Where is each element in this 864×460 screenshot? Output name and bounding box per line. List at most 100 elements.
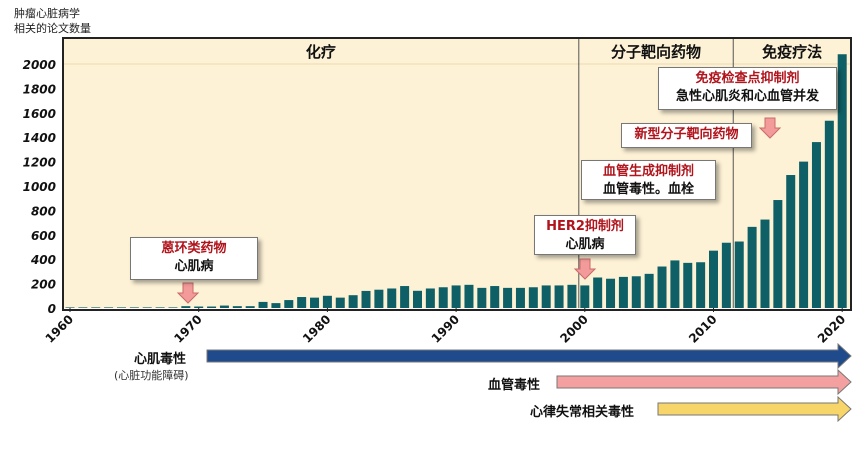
callout-angiogenesis: 血管生成抑制剂 血管毒性。血栓 [581, 160, 716, 200]
callout-title: 免疫检查点抑制剂 [695, 71, 800, 86]
tox-label-arrhythmia: 心律失常相关毒性 [530, 405, 635, 420]
bar-1991 [464, 284, 474, 308]
plot-frame [62, 37, 852, 311]
era-label: 分子靶向药物 [611, 43, 701, 61]
bar-1998 [554, 285, 564, 308]
bar-2018 [811, 142, 821, 308]
bar-1963 [104, 307, 114, 308]
bar-1970 [194, 306, 204, 308]
bar-1980 [322, 295, 332, 308]
callout-anthracycline: 蒽环类药物 心肌病 [130, 237, 258, 280]
bar-1972 [219, 305, 229, 308]
x-tick-label: 1970 [171, 312, 205, 346]
y-tick-label: 1200 [23, 156, 56, 170]
toxicity-arrow-icon [206, 342, 852, 370]
y-tick-label: 1600 [23, 107, 56, 121]
y-axis-title-line1: 肿瘤心脏病学 [14, 7, 80, 20]
bar-1986 [400, 286, 410, 308]
y-tick-label: 0 [48, 302, 56, 316]
bar-2002 [606, 278, 616, 308]
bar-1988 [425, 288, 435, 308]
bar-1978 [297, 297, 307, 308]
y-tick-label: 2000 [23, 58, 56, 72]
bar-2011 [721, 242, 731, 308]
bar-2019 [824, 120, 834, 308]
y-tick-label: 1800 [23, 82, 56, 96]
y-tick-label: 200 [31, 278, 56, 292]
bar-2014 [760, 219, 770, 308]
bar-1969 [181, 306, 191, 308]
y-axis-title-line2: 相关的论文数量 [14, 22, 91, 35]
bar-2013 [747, 226, 757, 308]
bar-2008 [683, 262, 693, 308]
callout-text: 急性心肌炎和心血管并发 [675, 89, 819, 104]
bar-1960 [65, 307, 75, 308]
callout-title: HER2抑制剂 [546, 219, 624, 234]
callout-title: 蒽环类药物 [161, 241, 227, 256]
bar-1973 [232, 306, 242, 308]
bar-2009 [696, 262, 706, 308]
bar-2001 [593, 277, 603, 308]
bar-1971 [207, 306, 217, 308]
bar-1993 [490, 286, 500, 308]
bar-2004 [631, 276, 641, 308]
x-tick-label: 1960 [43, 312, 77, 346]
bar-2020 [837, 54, 847, 308]
era-label: 免疫疗法 [762, 43, 822, 61]
bar-1962 [91, 307, 101, 308]
down-arrow-icon [758, 117, 782, 139]
bar-1981 [335, 297, 345, 308]
bar-1992 [477, 287, 487, 308]
bar-1989 [438, 287, 448, 308]
bar-2012 [734, 241, 744, 308]
bar-1985 [387, 288, 397, 308]
bar-2005 [644, 273, 654, 308]
bar-1966 [142, 307, 152, 308]
x-tick-label: 2000 [557, 312, 591, 346]
bar-1982 [348, 295, 358, 308]
x-tick-label: 1990 [429, 312, 463, 346]
tox-label-myocardial: 心肌毒性 [134, 352, 187, 367]
bar-1968 [168, 307, 178, 308]
callout-text: 心肌病 [174, 259, 214, 274]
bar-1996 [528, 287, 538, 308]
toxicity-arrow-icon [556, 368, 852, 396]
callout-new-targeted: 新型分子靶向药物 [621, 123, 752, 148]
callout-text: 血管毒性。血栓 [602, 182, 694, 197]
callout-her2: HER2抑制剂 心肌病 [534, 215, 636, 255]
y-tick-label: 800 [31, 204, 56, 218]
bar-1974 [245, 306, 255, 308]
bar-1984 [374, 289, 384, 308]
y-tick-label: 400 [30, 253, 56, 267]
callout-checkpoint: 免疫检查点抑制剂 急性心肌炎和心血管并发 [658, 67, 837, 110]
bar-2007 [670, 260, 680, 308]
bar-1995 [515, 287, 525, 308]
bar-2003 [618, 276, 628, 308]
bar-1961 [78, 307, 88, 308]
y-tick-label: 600 [31, 229, 56, 243]
bar-2006 [657, 266, 667, 308]
bar-1975 [258, 301, 268, 308]
bar-1983 [361, 290, 371, 308]
bar-2010 [709, 250, 718, 308]
bar-1987 [412, 290, 422, 308]
bar-1977 [284, 300, 294, 308]
bar-2017 [799, 161, 809, 308]
x-tick-label: 2010 [686, 312, 720, 346]
tox-sublabel-myocardial: (心脏功能障碍) [114, 369, 189, 382]
callout-text: 心肌病 [565, 237, 605, 252]
down-arrow-icon [573, 258, 597, 280]
y-tick-label: 1400 [23, 131, 56, 145]
bar-1976 [271, 303, 281, 308]
toxicity-arrow-icon [657, 395, 852, 423]
bar-1997 [541, 285, 551, 308]
bar-1979 [310, 297, 320, 308]
y-tick-label: 1000 [23, 180, 56, 194]
bar-1999 [567, 284, 577, 308]
bar-2015 [773, 200, 783, 308]
callout-title: 新型分子靶向药物 [634, 127, 739, 142]
bar-1990 [451, 285, 461, 308]
callout-title: 血管生成抑制剂 [602, 164, 694, 179]
bar-1964 [116, 307, 126, 308]
